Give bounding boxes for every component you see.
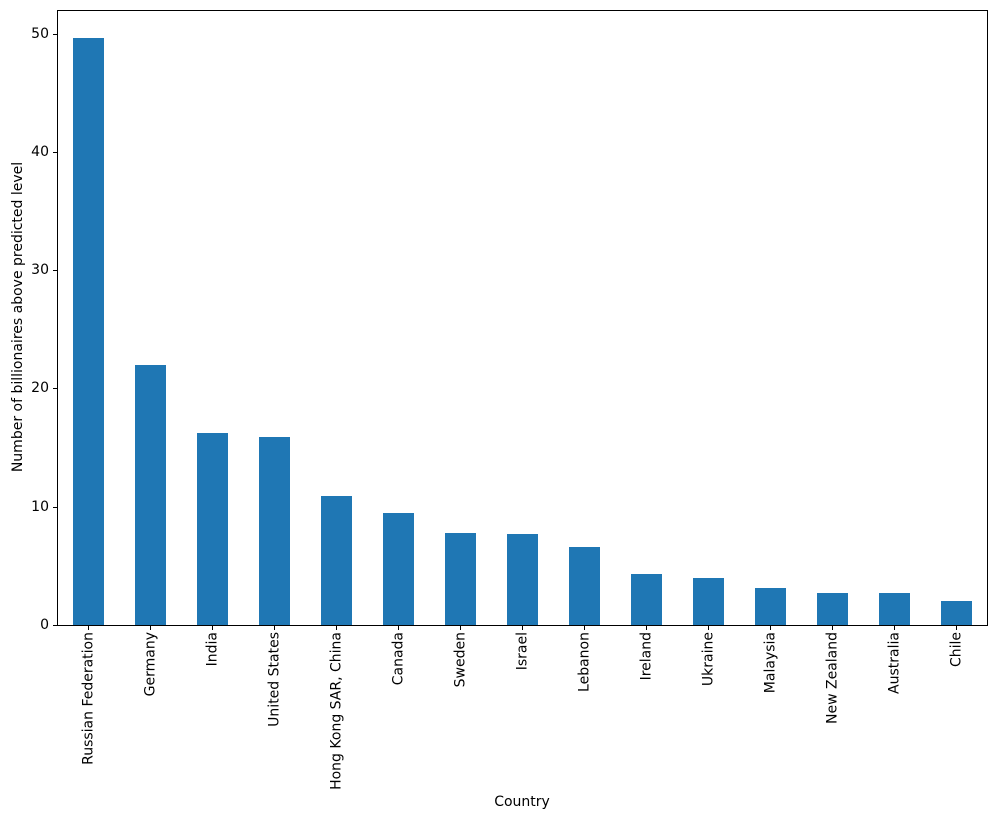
x-tick-mark	[894, 626, 895, 630]
bar	[259, 437, 290, 625]
bar	[755, 588, 786, 625]
x-tick-mark	[708, 626, 709, 630]
x-tick-mark	[832, 626, 833, 630]
y-tick-label: 0	[40, 617, 49, 633]
x-tick-label-text: Ireland	[638, 632, 655, 681]
x-tick-label: Russian Federation	[81, 632, 98, 765]
x-tick-label-text: New Zealand	[824, 632, 841, 724]
x-tick-label: Australia	[887, 632, 904, 694]
bar	[569, 547, 600, 625]
bar	[941, 601, 972, 625]
bar	[631, 574, 662, 625]
bar	[693, 578, 724, 625]
x-tick-label: New Zealand	[825, 632, 842, 724]
x-tick-label: Lebanon	[577, 632, 594, 692]
y-tick-label: 10	[31, 499, 49, 515]
x-tick-label-text: Germany	[142, 632, 159, 697]
y-axis-label: Number of billionaires above predicted l…	[10, 162, 27, 472]
x-tick-label: Germany	[143, 632, 160, 696]
x-tick-mark	[150, 626, 151, 630]
x-tick-label: Canada	[391, 632, 408, 685]
x-tick-label-text: Australia	[886, 632, 903, 694]
x-tick-label-text: Sweden	[452, 632, 469, 688]
bar	[383, 513, 414, 625]
bar	[445, 533, 476, 625]
y-tick-mark	[53, 34, 57, 35]
x-tick-label-text: Israel	[514, 632, 531, 671]
x-tick-mark	[398, 626, 399, 630]
y-tick-mark	[53, 152, 57, 153]
plot-area	[57, 10, 988, 626]
bar	[817, 593, 848, 625]
x-axis-label: Country	[494, 794, 550, 810]
x-tick-label-text: Lebanon	[576, 632, 593, 692]
x-tick-mark	[88, 626, 89, 630]
y-tick-mark	[53, 270, 57, 271]
y-tick-label: 20	[31, 380, 49, 396]
x-tick-label: Malaysia	[763, 632, 780, 693]
x-tick-mark	[460, 626, 461, 630]
x-tick-mark	[212, 626, 213, 630]
x-tick-label-text: Malaysia	[762, 632, 779, 694]
y-tick-mark	[53, 388, 57, 389]
x-tick-mark	[646, 626, 647, 630]
x-tick-label-text: United States	[266, 632, 283, 727]
y-tick-label: 30	[31, 262, 49, 278]
x-tick-label: Ireland	[639, 632, 656, 680]
bar	[321, 496, 352, 625]
x-tick-label: Israel	[515, 632, 532, 670]
y-tick-label: 40	[31, 144, 49, 160]
y-tick-label: 50	[31, 26, 49, 42]
bar	[73, 38, 104, 625]
bar	[197, 433, 228, 625]
x-tick-label-text: India	[204, 632, 221, 667]
bar	[507, 534, 538, 625]
x-tick-mark	[336, 626, 337, 630]
x-tick-label-text: Canada	[390, 632, 407, 686]
x-tick-mark	[770, 626, 771, 630]
x-tick-label: Chile	[949, 632, 966, 667]
y-axis-label-text: Number of billionaires above predicted l…	[10, 161, 26, 473]
x-tick-label-text: Hong Kong SAR, China	[328, 632, 345, 790]
x-tick-label: Hong Kong SAR, China	[329, 632, 346, 790]
y-tick-mark	[53, 507, 57, 508]
x-tick-label: Ukraine	[701, 632, 718, 686]
bar	[135, 365, 166, 625]
x-tick-label-text: Chile	[948, 632, 965, 668]
bar	[879, 593, 910, 625]
x-tick-label: United States	[267, 632, 284, 727]
x-tick-mark	[584, 626, 585, 630]
x-tick-label-text: Russian Federation	[80, 632, 97, 765]
x-tick-label: India	[205, 632, 222, 666]
x-tick-mark	[274, 626, 275, 630]
x-tick-mark	[956, 626, 957, 630]
x-tick-label: Sweden	[453, 632, 470, 687]
y-tick-mark	[53, 625, 57, 626]
x-tick-mark	[522, 626, 523, 630]
x-tick-label-text: Ukraine	[700, 632, 717, 687]
